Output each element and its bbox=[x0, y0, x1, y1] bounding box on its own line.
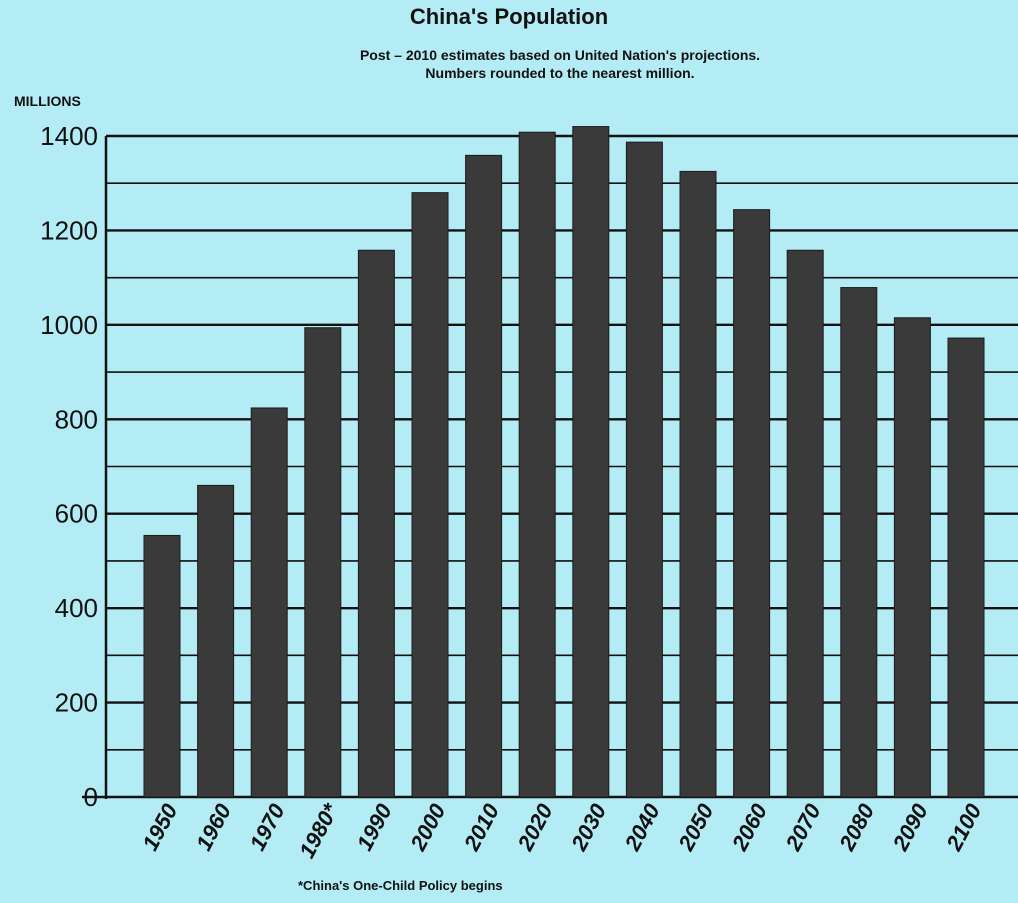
bar bbox=[947, 337, 985, 798]
footnote: *China's One-Child Policy begins bbox=[298, 878, 503, 893]
y-tick-label: 1200 bbox=[40, 215, 98, 245]
y-axis-label: MILLIONS bbox=[14, 93, 81, 109]
x-tick-label: 2060 bbox=[726, 799, 772, 856]
x-tick-label: 1960 bbox=[191, 799, 236, 855]
bar bbox=[786, 249, 824, 798]
bar bbox=[893, 317, 931, 798]
bar bbox=[679, 170, 717, 798]
bar bbox=[840, 287, 878, 798]
x-tick-label: 2090 bbox=[887, 799, 933, 856]
x-tick-label: 2010 bbox=[458, 799, 504, 856]
x-tick-label: 1970 bbox=[245, 799, 290, 855]
x-tick-label: 2100 bbox=[941, 799, 987, 856]
x-tick-label: 2000 bbox=[405, 799, 451, 856]
bar bbox=[197, 484, 235, 798]
x-tick-label: 2070 bbox=[780, 799, 826, 856]
subtitle-line-1: Post – 2010 estimates based on United Na… bbox=[359, 47, 761, 63]
y-tick-label: 1000 bbox=[40, 310, 98, 340]
y-tick-label: 400 bbox=[55, 593, 98, 623]
bar bbox=[572, 126, 610, 798]
subtitle-line-2: Numbers rounded to the nearest million. bbox=[425, 65, 695, 81]
bar bbox=[411, 192, 449, 798]
bar bbox=[304, 327, 342, 798]
x-tick-label: 1980* bbox=[294, 798, 344, 862]
x-tick-label: 2020 bbox=[512, 799, 558, 856]
x-tick-label: 1990 bbox=[352, 799, 397, 855]
bar bbox=[465, 154, 503, 798]
bar bbox=[518, 131, 556, 798]
bar bbox=[357, 249, 395, 798]
y-tick-label: 200 bbox=[55, 688, 98, 718]
x-tick-label: 2040 bbox=[619, 799, 665, 856]
y-tick-label: 600 bbox=[55, 499, 98, 529]
x-tick-label: 2080 bbox=[834, 799, 880, 856]
bar bbox=[733, 209, 771, 798]
chart-subtitle: Post – 2010 estimates based on United Na… bbox=[250, 46, 870, 82]
x-tick-label: 1950 bbox=[137, 799, 182, 855]
bar bbox=[143, 534, 181, 798]
y-tick-label: 800 bbox=[55, 404, 98, 434]
x-tick-label: 2030 bbox=[566, 799, 612, 856]
chart-title: China's Population bbox=[409, 4, 609, 29]
bar bbox=[625, 141, 663, 798]
x-tick-label: 2050 bbox=[673, 799, 719, 856]
y-tick-label: 0 bbox=[84, 782, 98, 812]
y-tick-label: 1400 bbox=[40, 121, 98, 151]
bar bbox=[250, 407, 288, 798]
